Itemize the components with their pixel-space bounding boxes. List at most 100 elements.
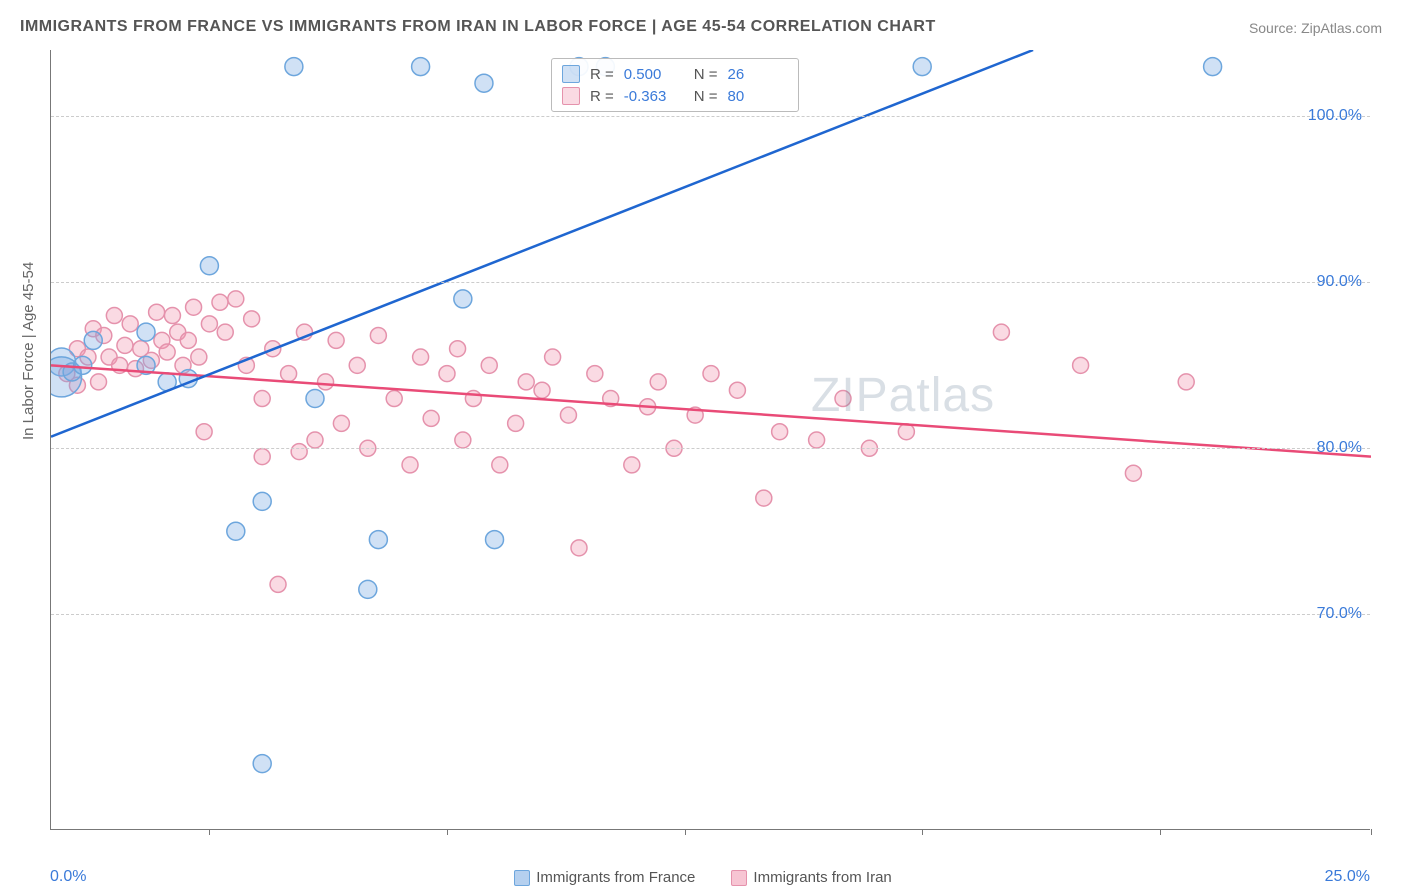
legend-n-eq: N = <box>694 66 718 83</box>
iran-point <box>159 344 175 360</box>
iran-point <box>117 337 133 353</box>
iran-point <box>386 391 402 407</box>
iran-point <box>772 424 788 440</box>
chart-container: IMMIGRANTS FROM FRANCE VS IMMIGRANTS FRO… <box>0 0 1406 892</box>
iran-point <box>180 332 196 348</box>
iran-point <box>508 415 524 431</box>
legend-swatch <box>731 870 747 886</box>
france-point <box>285 58 303 76</box>
iran-point <box>455 432 471 448</box>
legend-row-iran: R = -0.363 N = 80 <box>562 85 788 107</box>
iran-point <box>413 349 429 365</box>
iran-point <box>587 366 603 382</box>
gridline <box>51 448 1370 449</box>
iran-point <box>370 327 386 343</box>
iran-point <box>106 308 122 324</box>
legend-row-france: R = 0.500 N = 26 <box>562 63 788 85</box>
iran-point <box>809 432 825 448</box>
france-point <box>359 580 377 598</box>
iran-point <box>835 391 851 407</box>
iran-point <box>254 449 270 465</box>
france-point <box>306 390 324 408</box>
iran-point <box>545 349 561 365</box>
source-attribution: Source: ZipAtlas.com <box>1249 20 1382 36</box>
iran-point <box>281 366 297 382</box>
iran-point <box>244 311 260 327</box>
iran-point <box>196 424 212 440</box>
iran-point <box>703 366 719 382</box>
iran-point <box>439 366 455 382</box>
legend-r-value: -0.363 <box>624 88 684 105</box>
iran-point <box>333 415 349 431</box>
iran-point <box>328 332 344 348</box>
legend-r-value: 0.500 <box>624 66 684 83</box>
legend-swatch <box>562 87 580 105</box>
iran-point <box>450 341 466 357</box>
iran-point <box>729 382 745 398</box>
iran-point <box>1178 374 1194 390</box>
france-point <box>486 531 504 549</box>
iran-point <box>91 374 107 390</box>
series-legend: Immigrants from France Immigrants from Ir… <box>0 869 1406 886</box>
france-point <box>913 58 931 76</box>
x-tick <box>447 829 448 835</box>
gridline <box>51 116 1370 117</box>
legend-n-value: 26 <box>728 66 788 83</box>
france-point <box>253 755 271 773</box>
legend-n-value: 80 <box>728 88 788 105</box>
iran-point <box>349 357 365 373</box>
x-tick <box>1371 829 1372 835</box>
iran-point <box>481 357 497 373</box>
x-tick <box>922 829 923 835</box>
iran-point <box>318 374 334 390</box>
france-point <box>137 323 155 341</box>
france-point <box>454 290 472 308</box>
legend-r-eq: R = <box>590 66 614 83</box>
iran-point <box>1125 465 1141 481</box>
iran-point <box>201 316 217 332</box>
x-tick <box>1160 829 1161 835</box>
iran-point <box>270 576 286 592</box>
iran-point <box>534 382 550 398</box>
gridline <box>51 614 1370 615</box>
scatter-svg <box>51 50 1371 830</box>
iran-point <box>228 291 244 307</box>
iran-point <box>307 432 323 448</box>
iran-point <box>492 457 508 473</box>
iran-point <box>122 316 138 332</box>
iran-point <box>423 410 439 426</box>
iran-point <box>164 308 180 324</box>
iran-point <box>1073 357 1089 373</box>
france-point <box>1204 58 1222 76</box>
y-tick-label: 70.0% <box>1317 605 1362 623</box>
chart-title: IMMIGRANTS FROM FRANCE VS IMMIGRANTS FRO… <box>20 18 936 36</box>
legend-r-eq: R = <box>590 88 614 105</box>
iran-point <box>212 294 228 310</box>
legend-n-eq: N = <box>694 88 718 105</box>
france-point <box>369 531 387 549</box>
iran-point <box>993 324 1009 340</box>
iran-point <box>186 299 202 315</box>
iran-point <box>149 304 165 320</box>
iran-point <box>624 457 640 473</box>
x-tick <box>685 829 686 835</box>
france-trendline <box>51 50 1033 437</box>
legend-label: Immigrants from France <box>536 869 695 886</box>
france-point <box>227 522 245 540</box>
plot-area: R =0.500N =26R =-0.363N =80 ZIPatlas 70.… <box>50 50 1370 830</box>
france-point <box>200 257 218 275</box>
y-tick-label: 90.0% <box>1317 273 1362 291</box>
iran-point <box>560 407 576 423</box>
legend-item: Immigrants from Iran <box>731 869 891 886</box>
y-tick-label: 80.0% <box>1317 439 1362 457</box>
france-point <box>412 58 430 76</box>
france-point <box>74 356 92 374</box>
legend-item: Immigrants from France <box>514 869 695 886</box>
france-point <box>475 74 493 92</box>
iran-point <box>402 457 418 473</box>
iran-point <box>756 490 772 506</box>
iran-point <box>217 324 233 340</box>
y-tick-label: 100.0% <box>1308 107 1362 125</box>
legend-swatch <box>514 870 530 886</box>
france-point <box>84 331 102 349</box>
